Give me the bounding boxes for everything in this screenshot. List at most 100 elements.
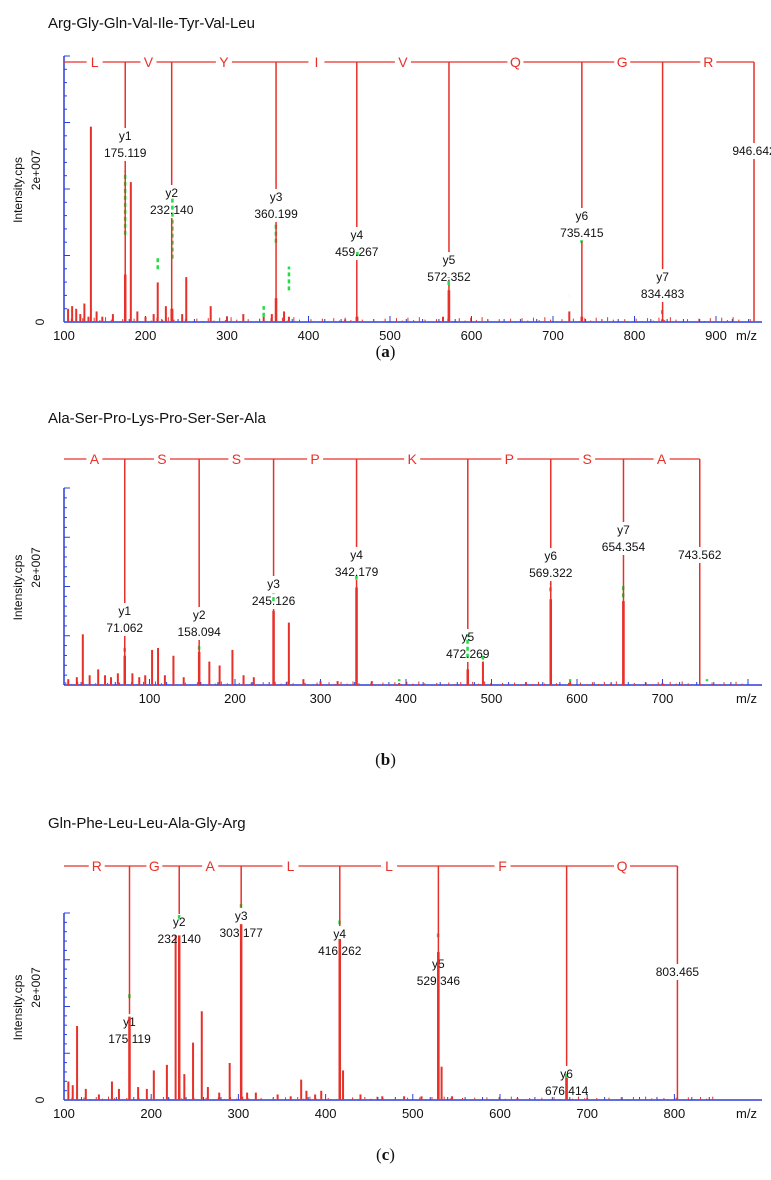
ion-name-label: y5 bbox=[443, 253, 456, 267]
ion-mz-label: 342.179 bbox=[335, 565, 379, 579]
ion-mz-label: 459.267 bbox=[335, 245, 379, 259]
chart-title: Arg-Gly-Gln-Val-Ile-Tyr-Val-Leu bbox=[48, 15, 255, 32]
ion-mz-label: 572.352 bbox=[427, 270, 471, 284]
residue-label-bg bbox=[507, 53, 524, 71]
y-axis-label: Intensity.cps bbox=[11, 975, 25, 1041]
residue-label: L bbox=[91, 54, 99, 70]
residue-label: G bbox=[617, 54, 628, 70]
ion-mz-label: 735.415 bbox=[560, 226, 604, 240]
x-tick-label: 100 bbox=[139, 691, 161, 706]
chart-title: Ala-Ser-Pro-Lys-Pro-Ser-Ser-Ala bbox=[48, 410, 266, 427]
residue-label-bg bbox=[579, 450, 596, 468]
x-tick-label: 100 bbox=[53, 1106, 75, 1121]
ion-mz-label: 743.562 bbox=[678, 548, 722, 562]
residue-label: S bbox=[582, 451, 591, 467]
ion-name-label: y2 bbox=[193, 608, 206, 622]
ion-name-label: y6 bbox=[560, 1067, 573, 1081]
ion-name-label: y6 bbox=[544, 549, 557, 563]
residue-label-bg bbox=[88, 857, 105, 875]
ion-name-label: y2 bbox=[165, 186, 178, 200]
x-axis-label: m/z bbox=[736, 1106, 757, 1121]
ion-mz-label: 245.126 bbox=[252, 594, 296, 608]
ion-name-label: y5 bbox=[461, 630, 474, 644]
y-axis-label: Intensity.cps bbox=[11, 555, 25, 621]
ion-name-label: y3 bbox=[270, 190, 283, 204]
residue-label-bg bbox=[308, 53, 325, 71]
residue-label-bg bbox=[307, 450, 324, 468]
x-tick-label: 600 bbox=[461, 328, 483, 343]
residue-label: Y bbox=[219, 54, 229, 70]
ion-name-label: y4 bbox=[350, 228, 363, 242]
spectrum-panel-b: Ala-Ser-Pro-Lys-Pro-Ser-Ser-Ala 100 200 300… bbox=[0, 395, 771, 770]
ion-mz-label: 232.140 bbox=[150, 203, 194, 217]
x-tick-label: 300 bbox=[228, 1106, 250, 1121]
ion-name-label: y3 bbox=[267, 577, 280, 591]
ion-name-label: y1 bbox=[118, 604, 131, 618]
y-exponent-label: 2e+007 bbox=[29, 547, 43, 588]
spectrum-panel-c: Gln-Phe-Leu-Leu-Ala-Gly-Arg 100 200 300 400 5… bbox=[0, 800, 771, 1180]
residue-label-bg bbox=[381, 857, 398, 875]
residue-label-bg bbox=[614, 857, 631, 875]
x-tick-label: 100 bbox=[53, 328, 75, 343]
residue-label-bg bbox=[394, 53, 411, 71]
spectrum-chart-a: Arg-Gly-Gln-Val-Ile-Tyr-Val-Leu 100 200 300… bbox=[11, 15, 771, 343]
residue-label-bg bbox=[146, 857, 163, 875]
x-tick-label: 200 bbox=[140, 1106, 162, 1121]
ion-name-label: y7 bbox=[617, 523, 630, 537]
residue-label-bg bbox=[404, 450, 421, 468]
residue-label: Q bbox=[617, 858, 628, 874]
residue-label: L bbox=[385, 858, 393, 874]
residue-label: P bbox=[310, 451, 319, 467]
caption-c: (c) bbox=[376, 1145, 395, 1164]
residue-label-bg bbox=[153, 450, 170, 468]
residue-label: Q bbox=[510, 54, 521, 70]
x-tick-label: 600 bbox=[566, 691, 588, 706]
residue-label: P bbox=[505, 451, 514, 467]
ion-name-label: y2 bbox=[173, 915, 186, 929]
x-tick-label: 500 bbox=[379, 328, 401, 343]
x-tick-label: 900 bbox=[705, 328, 727, 343]
residue-label-bg bbox=[282, 857, 299, 875]
ion-mz-label: 360.199 bbox=[254, 207, 298, 221]
x-axis-label: m/z bbox=[736, 328, 757, 343]
spectrum-chart-c: Gln-Phe-Leu-Leu-Ala-Gly-Arg 100 200 300 400 5… bbox=[11, 815, 762, 1121]
ion-mz-label: 803.465 bbox=[656, 965, 700, 979]
ion-mz-label: 569.322 bbox=[529, 566, 573, 580]
ion-mz-label: 175.119 bbox=[104, 146, 147, 160]
x-tick-label: 400 bbox=[395, 691, 417, 706]
x-tick-label: 200 bbox=[224, 691, 246, 706]
spectrum-chart-b: Ala-Ser-Pro-Lys-Pro-Ser-Ser-Ala 100 200 300… bbox=[11, 410, 762, 706]
residue-label: R bbox=[92, 858, 102, 874]
residue-label: A bbox=[206, 858, 216, 874]
x-tick-label: 800 bbox=[624, 328, 646, 343]
x-tick-label: 700 bbox=[542, 328, 564, 343]
residue-label: I bbox=[314, 54, 318, 70]
ion-name-label: y7 bbox=[656, 270, 669, 284]
residue-label-bg bbox=[700, 53, 717, 71]
residue-label-bg bbox=[215, 53, 232, 71]
chart-title: Gln-Phe-Leu-Leu-Ala-Gly-Arg bbox=[48, 815, 246, 832]
x-tick-label: 300 bbox=[310, 691, 332, 706]
residue-label-bg bbox=[653, 450, 670, 468]
residue-label-bg bbox=[86, 450, 103, 468]
ion-name-label: y1 bbox=[119, 129, 132, 143]
residue-label: S bbox=[157, 451, 166, 467]
residue-label: V bbox=[398, 54, 408, 70]
y-zero-label: 0 bbox=[33, 318, 47, 325]
ion-mz-label: 946.642 bbox=[732, 144, 771, 158]
residue-label: S bbox=[232, 451, 241, 467]
ion-mz-label: 834.483 bbox=[641, 287, 685, 301]
ion-mz-label: 71.062 bbox=[106, 621, 143, 635]
residue-label: A bbox=[90, 451, 100, 467]
ion-name-label: y3 bbox=[235, 909, 248, 923]
residue-label: V bbox=[144, 54, 154, 70]
y-exponent-label: 2e+007 bbox=[29, 149, 43, 190]
ion-mz-label: 158.094 bbox=[177, 625, 221, 639]
residue-label: R bbox=[703, 54, 713, 70]
ion-name-label: y6 bbox=[576, 209, 589, 223]
y-exponent-label: 2e+007 bbox=[29, 967, 43, 1008]
x-tick-label: 700 bbox=[576, 1106, 598, 1121]
residue-label-bg bbox=[202, 857, 219, 875]
ion-name-label: y4 bbox=[350, 548, 363, 562]
residue-label-bg bbox=[494, 857, 511, 875]
